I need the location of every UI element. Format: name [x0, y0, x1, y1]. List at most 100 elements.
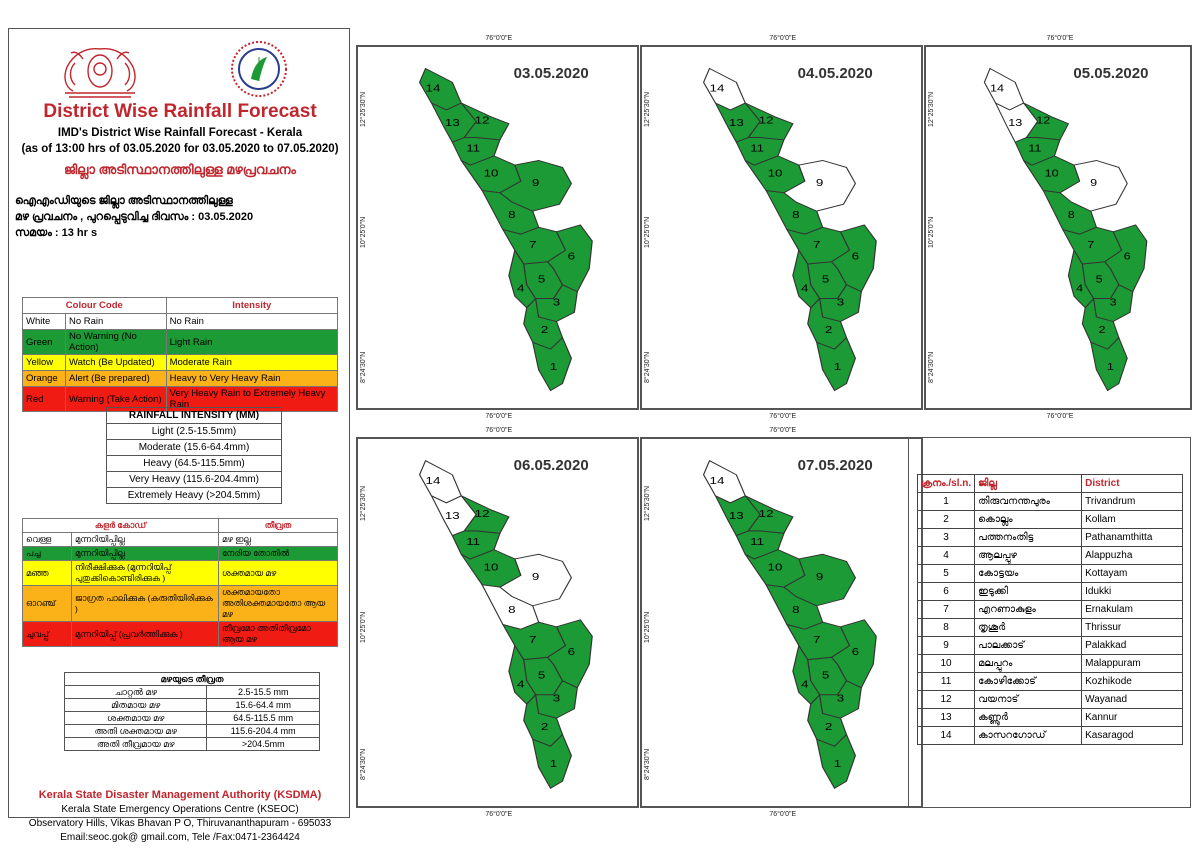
mal-intensity-row: അതി ശക്തമായ മഴ 115.6-204.4 mm [63, 724, 320, 738]
latitude-label: 10°25'0"N [928, 216, 935, 248]
district-9-label: 9 [532, 570, 540, 582]
district-2-label: 2 [541, 720, 549, 732]
district-4-label: 4 [1076, 284, 1084, 295]
org-address: Observatory Hills, Vikas Bhavan P O, Thi… [28, 818, 332, 829]
district-14-label: 14 [426, 474, 441, 486]
district-name-en: Wayanad [1081, 690, 1183, 709]
district-8-label: 8 [792, 603, 800, 615]
forecast-map-2: 04.05.2020 1 2 3 4 5 6 7 8 9 10 11 12 13 14 76°0'0"E 76°… [640, 35, 923, 420]
rainfall-intensity-row: Extremely Heavy (>204.5mm) [106, 487, 282, 504]
district-7-label: 7 [813, 238, 821, 250]
district-7-label: 7 [813, 634, 821, 646]
map-date: 05.05.2020 [1073, 65, 1149, 82]
district-number: 12 [916, 690, 976, 709]
mal-intensity-range: 64.5-115.5 mm [206, 711, 320, 725]
district-3-label: 3 [837, 692, 845, 704]
forecast-period: (as of 13:00 hrs of 03.05.2020 for 03.05… [21, 143, 339, 155]
district-6-label: 6 [568, 645, 576, 657]
rainfall-intensity-cell: Light (2.5-15.5mm) [106, 423, 282, 440]
district-name-mal: കൊല്ലം [974, 510, 1083, 529]
latitude-label: 10°25'0"N [360, 216, 367, 248]
district-no-header: ക്രനം./sl.n. [916, 474, 976, 493]
district-9-label: 9 [816, 176, 824, 188]
district-row: 4 ആലപ്പുഴ Alappuzha [916, 546, 1183, 565]
district-1-label: 1 [550, 758, 558, 770]
district-13-label: 13 [729, 510, 744, 522]
district-11-label: 11 [466, 535, 480, 547]
rainfall-intensity-cell: Moderate (15.6-64.4mm) [106, 439, 282, 456]
district-3-label: 3 [553, 296, 561, 308]
district-8-label: 8 [508, 208, 516, 220]
district-8-label: 8 [792, 208, 800, 220]
district-row: 11 കോഴിക്കോട് Kozhikode [916, 672, 1183, 691]
district-name-en: Kollam [1081, 510, 1183, 529]
mal-colour-meaning: മുന്നറിയിപ്പില്ല [71, 546, 219, 561]
issue-desc-line1: ഐഎംഡിയുടെ ജില്ലാ അടിസ്ഥാനത്തിലുള്ള [15, 195, 233, 207]
colour-name: Green [22, 329, 66, 355]
mal-intensity-name: അതി തീവ്രമായ മഴ [63, 737, 208, 751]
forecast-source: IMD's District Wise Rainfall Forecast - … [57, 127, 303, 139]
district-number: 1 [916, 492, 976, 511]
legend-panel: District Wise Rainfall Forecast IMD's Di… [8, 28, 350, 843]
district-row: 14 കാസറഗോഡ് Kasaragod [916, 726, 1183, 745]
issue-desc-line2: മഴ പ്രവചനം , പുറപ്പെടുവിച്ച ദിവസം : 03.0… [15, 211, 254, 223]
mal-intensity-name: ശക്തമായ മഴ [63, 711, 208, 725]
district-10-label: 10 [484, 561, 499, 573]
longitude-label-top: 76°0'0"E [485, 427, 513, 434]
intensity-header: Intensity [165, 297, 339, 314]
district-row: 10 മലപ്പുറം Malappuram [916, 654, 1183, 673]
district-11-label: 11 [466, 142, 480, 154]
district-name-mal: ആലപ്പുഴ [974, 546, 1083, 565]
district-name-en: Kasaragod [1081, 726, 1183, 745]
latitude-label: 12°25'30"N [644, 485, 651, 521]
latitude-label: 8°24'30"N [644, 749, 651, 781]
map-date: 07.05.2020 [797, 457, 873, 474]
district-13-label: 13 [1008, 118, 1022, 129]
district-row: 2 കൊല്ലം Kollam [916, 510, 1183, 529]
latitude-label: 12°25'30"N [928, 92, 935, 128]
rainfall-intensity-cell: Very Heavy (115.6-204.4mm) [106, 471, 282, 488]
district-row: 7 എറണാകുളം Ernakulam [916, 600, 1183, 619]
latitude-label: 8°24'30"N [928, 351, 935, 383]
district-mal-header: ജില്ല [974, 474, 1083, 493]
mal-colour-name: വെള്ള [22, 532, 72, 547]
district-en-header: District [1081, 474, 1183, 493]
district-row: 1 തിരുവനന്തപുരം Trivandrum [916, 492, 1183, 511]
district-name-en: Ernakulam [1081, 600, 1183, 619]
district-name-mal: തിരുവനന്തപുരം [974, 492, 1083, 511]
district-row: 8 തൃശൂർ Thrissur [916, 618, 1183, 637]
mal-intensity-range: 115.6-204.4 mm [206, 724, 320, 738]
mal-colour-name: മഞ്ഞ [22, 560, 72, 586]
mal-intensity-title: മഴയുടെ തീവ്രത [64, 672, 320, 686]
district-name-mal: എറണാകുളം [974, 600, 1083, 619]
colour-name: Yellow [22, 354, 66, 371]
longitude-label-bottom: 76°0'0"E [769, 413, 797, 420]
district-name-mal: ഇടുക്കി [974, 582, 1083, 601]
district-name-mal: തൃശൂർ [974, 618, 1083, 637]
mal-colour-code-row: ചുവപ്പ് മുന്നറിയിപ്പ് (പ്രവർത്തിക്കുക ) തീ… [22, 621, 338, 647]
district-13-label: 13 [445, 510, 460, 522]
district-name-en: Malappuram [1081, 654, 1183, 673]
latitude-label: 8°24'30"N [644, 351, 651, 383]
forecast-map-5: 07.05.2020 1 2 3 4 5 6 7 8 9 10 11 12 13 14 76°0'0"E 76°… [640, 427, 923, 818]
district-7-label: 7 [1087, 240, 1094, 251]
colour-meaning: No Warning (No Action) [65, 329, 167, 355]
forecast-map-4: 06.05.2020 1 2 3 4 5 6 7 8 9 10 11 12 13 14 76°0'0"E 76°… [356, 427, 639, 818]
malayalam-intensity-table: മഴയുടെ തീവ്രത ചാറ്റൽ മഴ 2.5-15.5 mm മിതമായ… [63, 672, 320, 751]
district-number: 2 [916, 510, 976, 529]
district-7-label: 7 [529, 238, 537, 250]
page-title: District Wise Rainfall Forecast [43, 101, 317, 122]
mal-colour-intensity: ശക്തമായതോ അതിശക്തമായതോ ആയ മഴ [218, 585, 338, 622]
district-4-label: 4 [801, 678, 809, 690]
mal-colour-meaning: നിരീക്ഷിക്കുക (മുന്നറിയിപ്പ് പുതുക്കികൊണ… [71, 560, 219, 586]
mal-colour-code-row: വെള്ള മുന്നറിയിപ്പില്ല മഴ ഇല്ല [22, 532, 338, 547]
district-10-label: 10 [768, 561, 783, 573]
mal-intensity-header: തീവ്രത [218, 518, 338, 533]
district-10-label: 10 [484, 167, 499, 179]
longitude-label-bottom: 76°0'0"E [485, 811, 513, 818]
colour-intensity: Moderate Rain [165, 354, 339, 371]
district-11-label: 11 [750, 142, 764, 154]
latitude-label: 8°24'30"N [360, 351, 367, 383]
